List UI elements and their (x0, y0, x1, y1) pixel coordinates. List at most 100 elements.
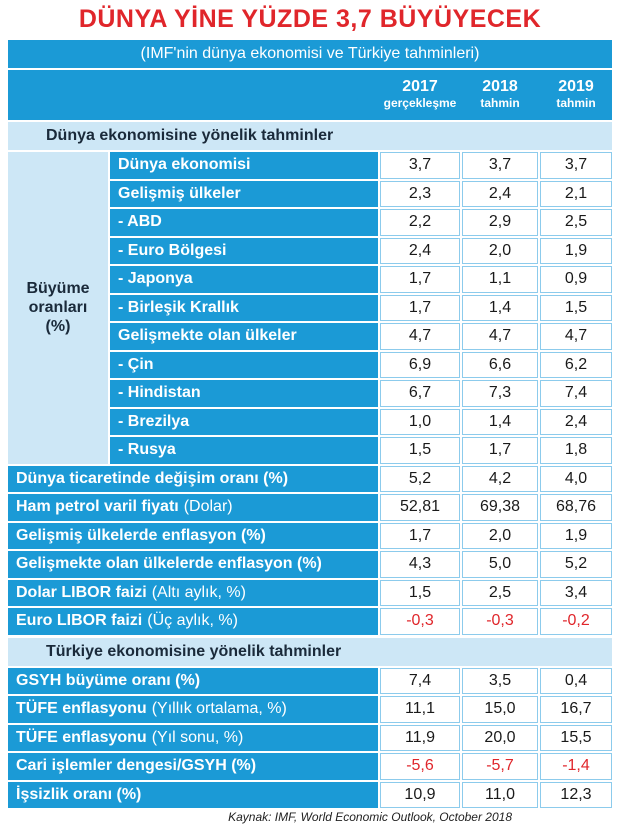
value-cell: 68,76 (540, 494, 612, 521)
value-cell: 69,38 (462, 494, 538, 521)
value-cell: 3,7 (380, 152, 460, 179)
value-cell: 3,7 (540, 152, 612, 179)
value-cell: 2,3 (380, 180, 460, 207)
value-cell: 7,4 (540, 380, 612, 407)
column-note: gerçekleşme (383, 96, 457, 110)
row-label-text: Gelişmiş ülkeler (118, 184, 241, 202)
value-cell: 2,2 (380, 209, 460, 236)
value-cell: 10,9 (380, 781, 460, 808)
value-cell: 2,5 (462, 579, 538, 606)
column-note: tahmin (556, 96, 596, 110)
column-year: 2017 (402, 78, 438, 95)
row-label-text: Cari işlemler dengesi/GSYH (%) (16, 757, 257, 775)
column-note: tahmin (480, 96, 520, 110)
value-cell: 1,5 (380, 437, 460, 464)
row-label: - ABD (110, 209, 378, 236)
value-cell: 1,1 (462, 266, 538, 293)
header-band (8, 70, 612, 120)
value-cell: 3,5 (462, 667, 538, 694)
value-cell: 1,9 (540, 237, 612, 264)
column-header: 2017 gerçekleşme (380, 70, 460, 120)
value-cell: 1,7 (380, 266, 460, 293)
value-cell: -5,7 (462, 753, 538, 780)
value-cell: 2,9 (462, 209, 538, 236)
value-cell: 4,7 (540, 323, 612, 350)
value-cell: 4,2 (462, 465, 538, 492)
row-label-text: - Çin (118, 355, 154, 373)
row-label-text: Dünya ekonomisi (118, 156, 251, 174)
value-cell: 6,6 (462, 351, 538, 378)
group-label-line: oranları (28, 299, 88, 317)
value-cell: 15,0 (462, 696, 538, 723)
value-cell: 2,4 (380, 237, 460, 264)
source: Kaynak: IMF, World Economic Outlook, Oct… (228, 810, 512, 824)
value-cell: 4,3 (380, 551, 460, 578)
value-cell: 1,4 (462, 408, 538, 435)
row-label: Dünya ekonomisi (110, 152, 378, 179)
value-cell: 0,9 (540, 266, 612, 293)
value-cell: 5,2 (540, 551, 612, 578)
value-cell: 1,7 (380, 294, 460, 321)
row-label-text: İşsizlik oranı (%) (16, 785, 142, 803)
value-cell: 1,9 (540, 522, 612, 549)
row-label: - Euro Bölgesi (110, 237, 378, 264)
title: DÜNYA YİNE YÜZDE 3,7 BÜYÜYECEK (78, 4, 542, 33)
row-label: Euro LIBOR faizi (Üç aylık, %) (8, 608, 378, 635)
value-cell: 1,7 (462, 437, 538, 464)
value-cell: 1,5 (540, 294, 612, 321)
row-label-text: - ABD (118, 213, 162, 231)
row-label-text: Euro LIBOR faizi (16, 612, 143, 630)
value-cell: 15,5 (540, 724, 612, 751)
value-cell: 2,4 (462, 180, 538, 207)
section-heading: Türkiye ekonomisine yönelik tahminler (8, 637, 612, 666)
group-label-line: Büyüme (26, 280, 90, 298)
row-label-note: (Altı aylık, %) (151, 583, 246, 601)
row-label-text: TÜFE enflasyonu (16, 728, 147, 746)
value-cell: 16,7 (540, 696, 612, 723)
row-label-text: - Rusya (118, 441, 176, 459)
group-label: Büyüme oranları (%) (8, 152, 108, 464)
value-cell: 5,2 (380, 465, 460, 492)
section-heading: Dünya ekonomisine yönelik tahminler (8, 122, 612, 150)
row-label: - Japonya (110, 266, 378, 293)
value-cell: 1,7 (380, 522, 460, 549)
value-cell: 11,9 (380, 724, 460, 751)
value-cell: 11,0 (462, 781, 538, 808)
row-label: TÜFE enflasyonu (Yıl sonu, %) (8, 724, 378, 751)
row-label-note: (Üç aylık, %) (147, 612, 238, 630)
column-header: 2018 tahmin (462, 70, 538, 120)
row-label: Cari işlemler dengesi/GSYH (%) (8, 753, 378, 780)
value-cell: 7,4 (380, 667, 460, 694)
value-cell: 7,3 (462, 380, 538, 407)
row-label: İşsizlik oranı (%) (8, 781, 378, 808)
column-year: 2019 (558, 78, 594, 95)
column-year: 2018 (482, 78, 518, 95)
row-label-text: Dünya ticaretinde değişim oranı (%) (16, 469, 289, 487)
row-label: Dolar LIBOR faizi (Altı aylık, %) (8, 579, 378, 606)
row-label-note: (Yıllık ortalama, %) (151, 700, 287, 718)
row-label-text: Gelişmekte olan ülkelerde enflasyon (%) (16, 555, 322, 573)
column-header: 2019 tahmin (540, 70, 612, 120)
value-cell: 1,8 (540, 437, 612, 464)
value-cell: -5,6 (380, 753, 460, 780)
row-label-text: - Birleşik Krallık (118, 298, 239, 316)
value-cell: 12,3 (540, 781, 612, 808)
subtitle: (IMF'nin dünya ekonomisi ve Türkiye tahm… (8, 40, 612, 68)
row-label: - Rusya (110, 437, 378, 464)
value-cell: -0,3 (380, 608, 460, 635)
row-label: - Çin (110, 351, 378, 378)
row-label-text: TÜFE enflasyonu (16, 700, 147, 718)
value-cell: 2,1 (540, 180, 612, 207)
row-label-text: - Brezilya (118, 412, 190, 430)
row-label: Dünya ticaretinde değişim oranı (%) (8, 465, 378, 492)
value-cell: 2,5 (540, 209, 612, 236)
row-label-text: - Euro Bölgesi (118, 241, 227, 259)
row-label: - Hindistan (110, 380, 378, 407)
value-cell: -0,3 (462, 608, 538, 635)
value-cell: 0,4 (540, 667, 612, 694)
row-label: Ham petrol varil fiyatı (Dolar) (8, 494, 378, 521)
value-cell: 2,0 (462, 237, 538, 264)
row-label: GSYH büyüme oranı (%) (8, 667, 378, 694)
row-label-text: Ham petrol varil fiyatı (16, 498, 179, 516)
